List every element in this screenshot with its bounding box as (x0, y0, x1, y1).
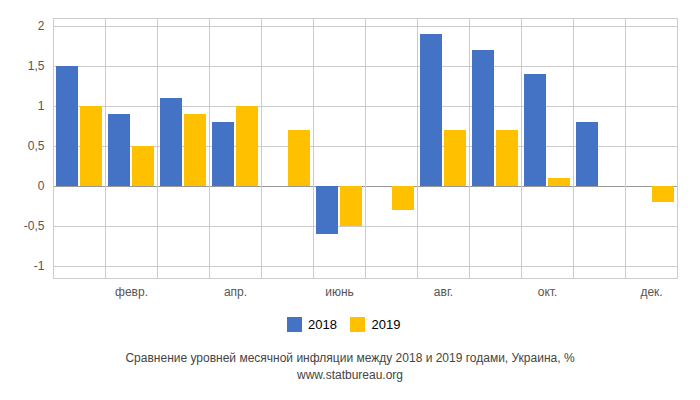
svg-text:февр.: февр. (115, 285, 148, 299)
svg-text:0,5: 0,5 (28, 139, 45, 153)
html-text:2019: 2019 (371, 317, 401, 332)
svg-text:0: 0 (38, 179, 45, 193)
svg-text:апр.: апр. (224, 285, 247, 299)
html-text:2018: 2018 (308, 317, 337, 332)
html-text:www.statbureau.org: www.statbureau.org (297, 367, 403, 382)
svg-text:авг.: авг. (434, 285, 453, 299)
svg-text:дек.: дек. (640, 285, 662, 299)
svg-text:-0,5: -0,5 (24, 219, 45, 233)
svg-text:июнь: июнь (325, 285, 354, 299)
svg-text:2: 2 (38, 19, 45, 33)
svg-text:окт.: окт. (538, 285, 558, 299)
svg-text:1,5: 1,5 (28, 59, 45, 73)
svg-text:-1: -1 (34, 259, 45, 273)
html-text:Сравнение уровней месячной инф: Сравнение уровней месячной инфляции межд… (125, 350, 575, 365)
svg-text:1: 1 (38, 99, 45, 113)
